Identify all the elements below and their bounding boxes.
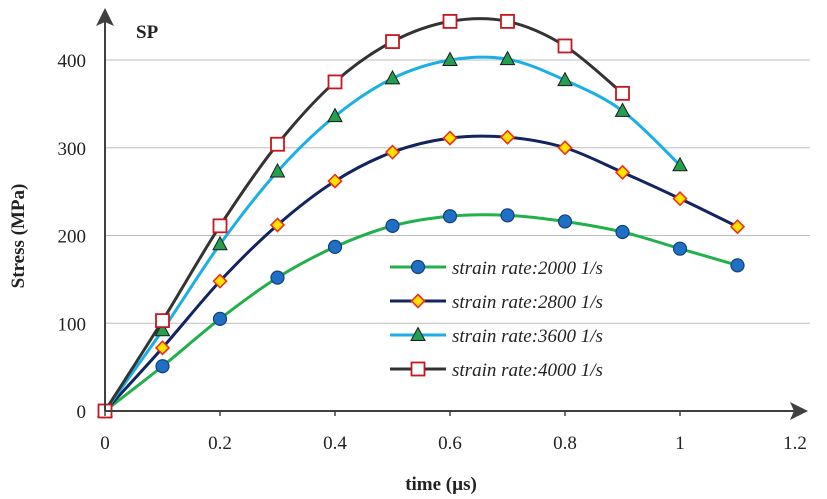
data-point [557, 214, 573, 229]
data-point [730, 258, 745, 273]
data-point [672, 241, 688, 256]
data-point [270, 270, 285, 285]
data-point [270, 136, 285, 152]
data-point [385, 218, 400, 233]
gridlines [105, 59, 810, 324]
data-point [327, 107, 343, 123]
data-point [212, 218, 228, 234]
series-layer [97, 13, 746, 419]
legend-marker [410, 361, 426, 377]
series-2 [97, 129, 746, 419]
y-tick-label: 200 [58, 227, 87, 248]
x-tick-label: 0.6 [438, 433, 462, 454]
data-point [500, 13, 515, 29]
x-tick-label: 1.2 [783, 433, 807, 454]
y-tick-label: 100 [58, 314, 87, 335]
data-point [212, 311, 228, 326]
x-tick-label: 0 [100, 433, 110, 454]
x-axis-title: time (µs) [405, 474, 477, 495]
legend-label: strain rate:3600 1/s [452, 326, 603, 347]
legend-entry: strain rate:2800 1/s [390, 292, 603, 313]
y-tick-label: 400 [58, 51, 87, 72]
data-point [442, 130, 458, 146]
data-point [500, 208, 515, 223]
y-tick-label: 0 [77, 402, 87, 423]
legend-label: strain rate:2800 1/s [452, 292, 603, 313]
data-point [614, 164, 631, 180]
legend-marker [410, 326, 426, 341]
series-line [103, 17, 624, 412]
data-point [384, 144, 401, 160]
y-axis-arrow-icon [96, 8, 114, 26]
data-point [327, 74, 343, 90]
series-line [104, 213, 738, 413]
data-point [442, 51, 458, 66]
data-point [614, 102, 631, 117]
data-point [442, 13, 458, 29]
data-point [269, 217, 286, 233]
legend-label: strain rate:2000 1/s [452, 258, 603, 279]
data-point [499, 50, 516, 66]
series-1 [97, 208, 745, 419]
data-point [499, 129, 516, 145]
x-tick-label: 0.4 [323, 433, 347, 454]
data-point [672, 156, 688, 172]
data-point [154, 321, 171, 337]
legend-label: strain rate:4000 1/s [452, 360, 603, 381]
data-point [155, 313, 170, 329]
x-tick-label: 0.8 [553, 433, 577, 454]
y-axis-title: Stress (MPa) [8, 184, 29, 289]
data-point [557, 38, 573, 54]
data-point [557, 71, 573, 87]
legend: strain rate:2000 1/s strain rate:2800 1/s… [390, 258, 603, 381]
data-point [385, 34, 400, 49]
legend-marker [410, 259, 426, 275]
data-point [442, 209, 458, 224]
series-3 [97, 50, 688, 417]
legend-entry: strain rate:3600 1/s [390, 326, 603, 347]
data-point [729, 219, 746, 235]
x-tick-label: 1 [675, 433, 685, 454]
y-tick-label: 300 [58, 139, 87, 160]
data-point [327, 173, 343, 189]
series-line [103, 55, 682, 412]
data-point [557, 140, 573, 156]
data-point [327, 239, 343, 255]
legend-entry: strain rate:4000 1/s [390, 360, 603, 381]
x-tick-label: 0.2 [208, 433, 232, 454]
data-point [615, 85, 630, 101]
legend-marker [410, 293, 426, 309]
legend-entry: strain rate:2000 1/s [390, 258, 603, 279]
data-point [212, 235, 228, 251]
data-point [384, 69, 401, 85]
data-point [212, 273, 228, 289]
data-point [155, 359, 170, 374]
series-4 [97, 13, 630, 419]
chart-title: SP [136, 22, 159, 43]
tick-labels: 0 0.2 0.4 0.6 0.8 1 1.2 0 100 200 300 400 [58, 51, 807, 454]
data-point [154, 340, 171, 356]
data-point [615, 224, 630, 240]
data-point [672, 191, 688, 207]
data-point [269, 162, 286, 178]
